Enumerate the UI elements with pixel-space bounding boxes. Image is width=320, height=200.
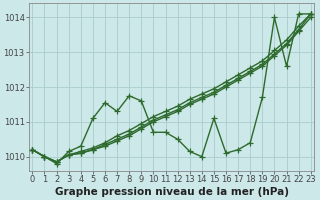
X-axis label: Graphe pression niveau de la mer (hPa): Graphe pression niveau de la mer (hPa): [55, 187, 289, 197]
